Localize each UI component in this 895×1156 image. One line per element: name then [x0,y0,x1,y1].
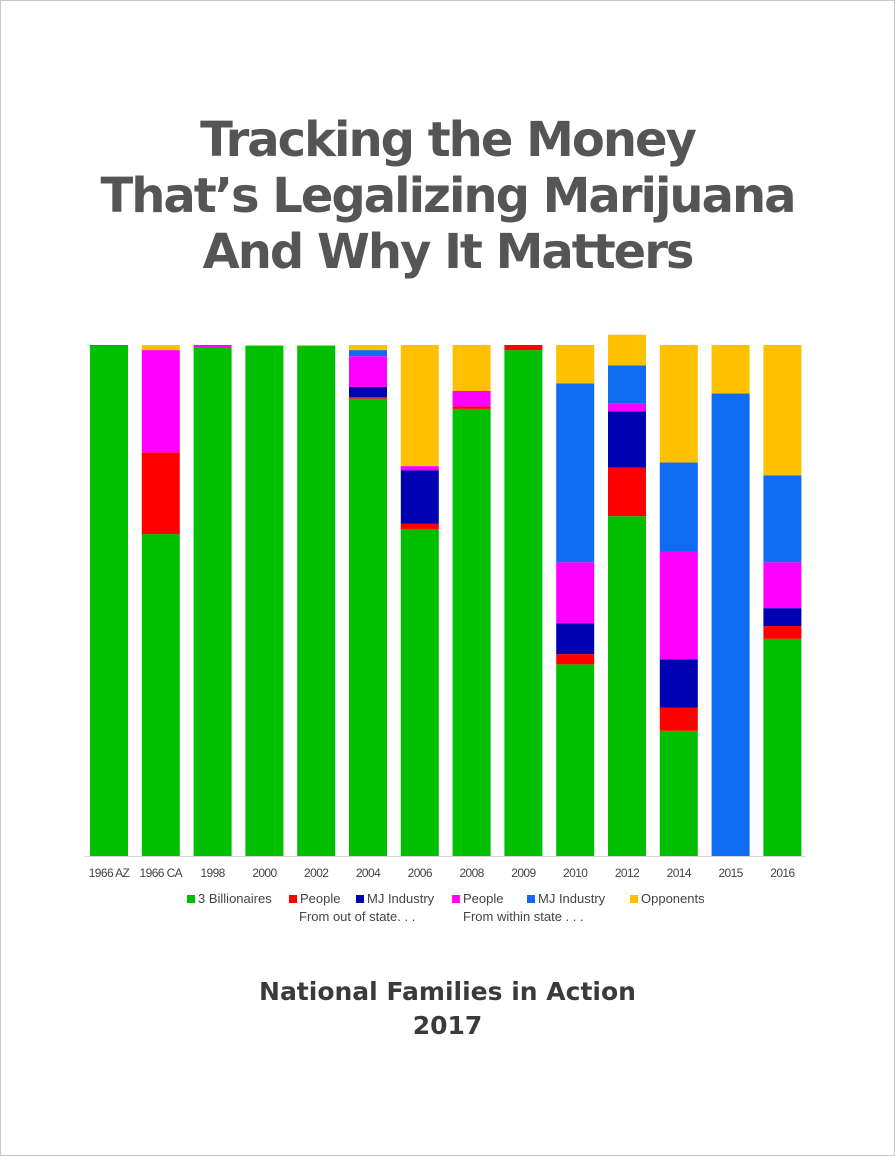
bar-segment-2004-s5 [349,345,387,351]
bar-segment-2014-s1 [659,707,698,731]
bar-segment-2008-s5 [452,345,491,391]
bar-segment-2009-s1 [504,345,543,351]
legend-swatch-people-out [289,895,297,903]
bar-segment-2014-s5 [659,345,698,463]
title-line-2: That’s Legalizing Marijuana [100,168,796,224]
bar-segment-2008-s0 [452,408,491,857]
legend-swatch-industry-out [356,895,364,903]
legend: 3 Billionaires People MJ Industry People… [0,890,895,930]
bar-segment-2002-s0 [297,346,336,856]
bar-segment-2002-s5 [297,345,336,347]
bar-segment-1966-ca-s1 [141,452,180,535]
bar-segment-2010-s5 [556,345,595,384]
bars-group [90,334,802,857]
bar-segment-2010-s1 [556,654,595,665]
bar-segment-2016-s5 [763,345,802,476]
bar-segment-2012-s4 [608,365,646,404]
bar-segment-2015-s4 [711,393,750,856]
legend-swatch-industry-in [527,895,535,903]
bar-segment-2014-s2 [659,659,698,708]
legend-label-people-out: People [300,891,341,906]
bar-segment-2016-s1 [763,626,802,639]
bar-segment-2008-s1 [452,406,491,409]
bar-segment-2006-s5 [400,345,439,467]
bar-segment-2014-s4 [659,462,698,552]
legend-label-people-in: People [463,891,504,906]
x-tick-label-2002: 2002 [304,866,329,880]
bar-segment-2010-s4 [556,383,595,563]
bar-segment-2004-s3 [349,356,387,387]
bar-segment-2016-s0 [763,638,802,856]
legend-note-out-of-state: From out of state. . . [299,909,416,924]
bar-segment-2006-s2 [400,470,439,524]
x-tick-label-2012: 2012 [615,866,640,880]
legend-label-industry-in: MJ Industry [538,891,606,906]
bar-segment-2016-s3 [763,562,802,609]
bar-segment-2006-s1 [400,523,439,529]
bar-segment-2000-s0 [245,346,284,856]
bar-segment-2016-s4 [763,475,802,563]
page-title: Tracking the Money That’s Legalizing Mar… [0,112,895,280]
bar-segment-2012-s0 [608,516,646,856]
bar-segment-2006-s3 [400,466,439,471]
legend-label-opponents: Opponents [641,891,705,906]
bar-segment-2010-s2 [556,623,595,655]
bar-segment-1966-az-s3 [90,345,128,347]
x-tick-label-2014: 2014 [667,866,692,880]
bar-segment-2004-s2 [349,386,387,398]
bar-segment-1966-ca-s0 [141,534,180,856]
x-tick-label-2010: 2010 [563,866,588,880]
bar-segment-1998-s3 [193,345,232,348]
x-tick-labels: 1966 AZ 1966 CA 1998 2000 2002 2004 2006 2008 20… [89,866,796,880]
x-tick-label-2008: 2008 [459,866,484,880]
bar-segment-2010-s3 [556,562,595,624]
bar-segment-2012-s5 [608,334,646,366]
title-line-3: And Why It Matters [202,224,695,280]
x-tick-label-1966-az: 1966 AZ [89,866,130,880]
bar-segment-2014-s3 [659,551,698,660]
bar-segment-1966-az-s0 [90,346,128,856]
x-tick-label-1966-ca: 1966 CA [140,866,183,880]
title-line-1: Tracking the Money [200,112,697,168]
bar-segment-2004-s4 [349,350,387,357]
legend-label-industry-out: MJ Industry [367,891,435,906]
bar-segment-2008-s3 [452,390,491,407]
bar-segment-2004-s0 [349,398,387,856]
x-tick-label-1998: 1998 [200,866,225,880]
bar-segment-2004-s1 [349,397,387,399]
footer: National Families in Action 2017 [0,975,895,1043]
stacked-bar-chart: 1966 AZ 1966 CA 1998 2000 2002 2004 2006 2008 20… [84,334,806,880]
bar-segment-2009-s0 [504,350,543,856]
bar-segment-2012-s2 [608,411,646,468]
bar-segment-2012-s1 [608,467,646,517]
bar-segment-2014-s0 [659,730,698,856]
legend-swatch-opponents [630,895,638,903]
legend-swatch-billionaires [187,895,195,903]
x-tick-label-2004: 2004 [356,866,381,880]
x-tick-label-2016: 2016 [770,866,795,880]
bar-segment-1966-ca-s3 [141,350,180,453]
organization-name: National Families in Action [259,977,636,1006]
bar-segment-2000-s5 [245,345,284,347]
legend-note-within-state: From within state . . . [463,909,584,924]
x-tick-label-2000: 2000 [252,866,277,880]
bar-segment-2015-s5 [711,345,750,394]
bar-segment-2012-s3 [608,403,646,412]
legend-swatch-people-in [452,895,460,903]
bar-segment-1998-s0 [193,347,232,856]
legend-label-billionaires: 3 Billionaires [198,891,272,906]
bar-segment-2010-s0 [556,664,595,857]
bar-segment-1966-ca-s5 [141,345,180,351]
bar-segment-2016-s2 [763,608,802,627]
x-tick-label-2009: 2009 [511,866,536,880]
x-tick-label-2015: 2015 [718,866,743,880]
publication-year: 2017 [412,1011,483,1040]
x-tick-label-2006: 2006 [408,866,433,880]
bar-segment-2006-s0 [400,528,439,856]
